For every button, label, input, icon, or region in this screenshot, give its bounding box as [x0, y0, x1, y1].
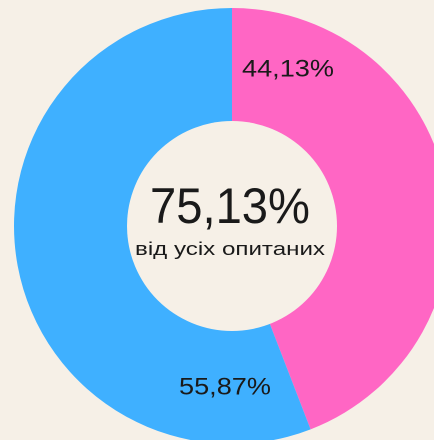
center-label: 75,13% — [150, 178, 310, 234]
center-sublabel: від усіх опитаних — [135, 239, 325, 259]
donut-hole — [127, 121, 337, 331]
value-label: 44,13% — [242, 55, 334, 82]
value-label: 55,87% — [179, 373, 271, 400]
